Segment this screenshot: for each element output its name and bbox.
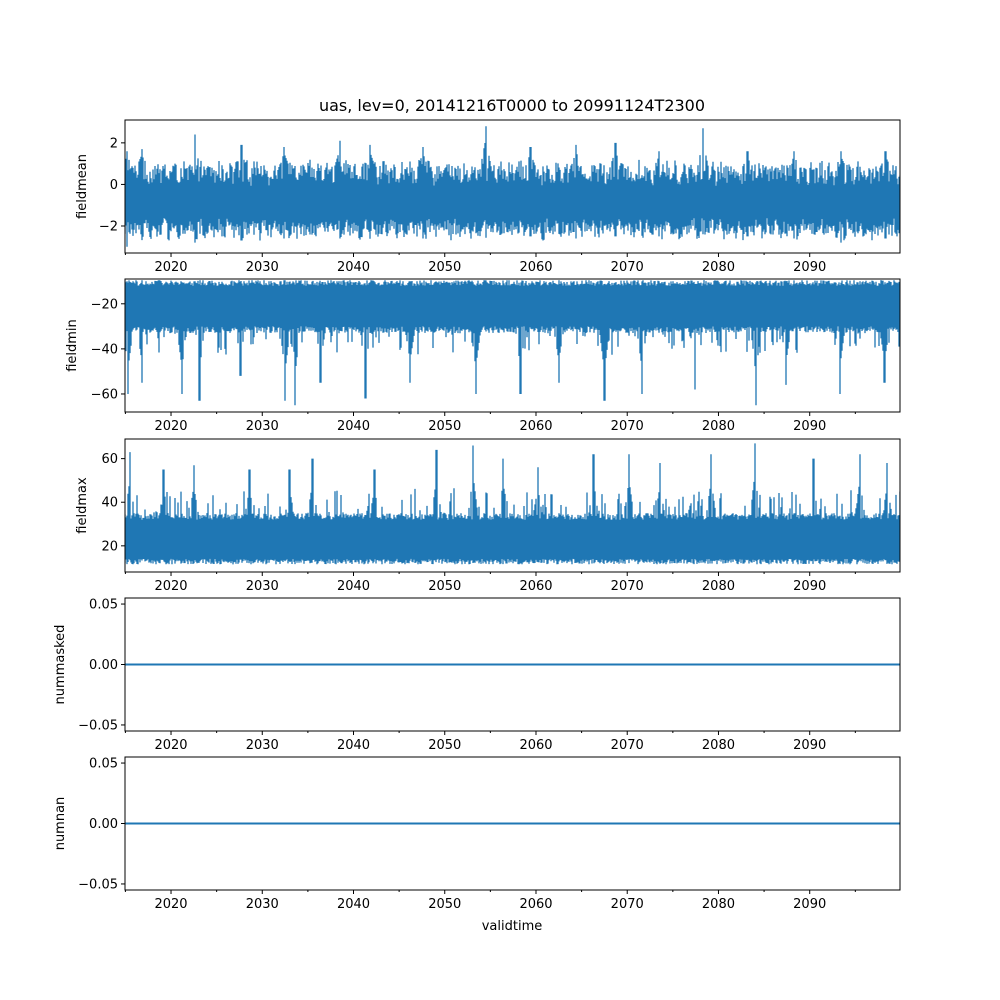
x-tick-label: 2030 xyxy=(246,260,279,275)
y-tick-label: 0.00 xyxy=(89,817,118,832)
panel-frame xyxy=(124,278,901,413)
y-axis-label: nummasked xyxy=(53,625,68,705)
panel-numnan: −0.05 0.00 0.05 numnan 2020 2030 2040 2050 2060 2… xyxy=(53,756,901,912)
x-tick-label: 2050 xyxy=(428,738,461,753)
y-axis-label: fieldmean xyxy=(75,154,90,219)
x-tick-label: 2040 xyxy=(337,738,370,753)
series-line-fieldmin xyxy=(125,280,900,406)
x-tick-label: 2050 xyxy=(428,260,461,275)
y-tick-label: 40 xyxy=(101,496,118,511)
x-tick-label: 2030 xyxy=(246,579,279,594)
x-tick-label: 2040 xyxy=(337,260,370,275)
x-tick-label: 2070 xyxy=(611,579,644,594)
x-tick-label: 2060 xyxy=(519,738,552,753)
x-tick-label: 2090 xyxy=(793,738,826,753)
y-tick-label: 2 xyxy=(110,136,118,151)
x-tick-label: 2060 xyxy=(519,419,552,434)
y-tick-label: −2 xyxy=(99,219,118,234)
x-tick-label: 2090 xyxy=(793,260,826,275)
y-axis-label: numnan xyxy=(53,797,68,851)
x-tick-label: 2070 xyxy=(611,419,644,434)
x-tick-label: 2080 xyxy=(702,897,735,912)
y-tick-label: 0.00 xyxy=(89,658,118,673)
y-tick-label: 0 xyxy=(110,178,118,193)
panel-nummasked: −0.05 0.00 0.05 nummasked 2020 2030 2040 2050 20… xyxy=(53,597,901,753)
y-tick-label: 60 xyxy=(101,452,118,467)
x-tick-label: 2020 xyxy=(154,897,187,912)
x-tick-label: 2030 xyxy=(246,897,279,912)
x-tick-label: 2090 xyxy=(793,419,826,434)
x-tick-label: 2020 xyxy=(154,260,187,275)
x-tick-label: 2040 xyxy=(337,419,370,434)
x-tick-label: 2060 xyxy=(519,897,552,912)
x-tick-label: 2060 xyxy=(519,579,552,594)
x-tick-label: 2030 xyxy=(246,419,279,434)
x-tick-label: 2090 xyxy=(793,579,826,594)
x-tick-label: 2050 xyxy=(428,579,461,594)
series-line-fieldmean xyxy=(125,126,900,247)
series-trace xyxy=(125,126,900,247)
y-axis-label: fieldmin xyxy=(65,319,80,372)
x-tick-label: 2080 xyxy=(702,738,735,753)
x-tick-label: 2070 xyxy=(611,738,644,753)
y-tick-label: 20 xyxy=(101,539,118,554)
y-tick-label: 0.05 xyxy=(89,757,118,772)
y-tick-label: −60 xyxy=(91,387,118,402)
series-trace xyxy=(125,280,900,406)
panel-frame xyxy=(124,119,901,254)
x-tick-label: 2070 xyxy=(611,260,644,275)
x-tick-label: 2040 xyxy=(337,897,370,912)
x-tick-label: 2060 xyxy=(519,260,552,275)
x-tick-label: 2020 xyxy=(154,738,187,753)
x-tick-label: 2080 xyxy=(702,260,735,275)
x-tick-label: 2080 xyxy=(702,579,735,594)
x-tick-label: 2020 xyxy=(154,579,187,594)
panel-fieldmean: −2 0 2 fieldmean 2020 2030 2040 2050 2060 2070 208… xyxy=(75,119,901,275)
x-tick-label: 2070 xyxy=(611,897,644,912)
chart-title: uas, lev=0, 20141216T0000 to 20991124T23… xyxy=(319,96,705,115)
panel-frame xyxy=(124,438,901,573)
y-tick-label: −0.05 xyxy=(78,877,118,892)
y-tick-label: −0.05 xyxy=(78,718,118,733)
y-tick-label: 0.05 xyxy=(89,598,118,613)
series-trace xyxy=(125,443,900,565)
x-tick-label: 2050 xyxy=(428,419,461,434)
x-tick-label: 2020 xyxy=(154,419,187,434)
x-tick-label: 2050 xyxy=(428,897,461,912)
x-tick-label: 2090 xyxy=(793,897,826,912)
x-tick-label: 2040 xyxy=(337,579,370,594)
y-tick-label: −20 xyxy=(91,297,118,312)
y-tick-label: −40 xyxy=(91,342,118,357)
y-axis-label: fieldmax xyxy=(75,477,90,534)
x-tick-label: 2030 xyxy=(246,738,279,753)
series-line-fieldmax xyxy=(125,443,900,565)
x-tick-label: 2080 xyxy=(702,419,735,434)
x-axis-label: validtime xyxy=(482,919,543,934)
panel-fieldmin: −60 −40 −20 fieldmin 2020 2030 2040 2050 2060 207… xyxy=(65,278,901,434)
